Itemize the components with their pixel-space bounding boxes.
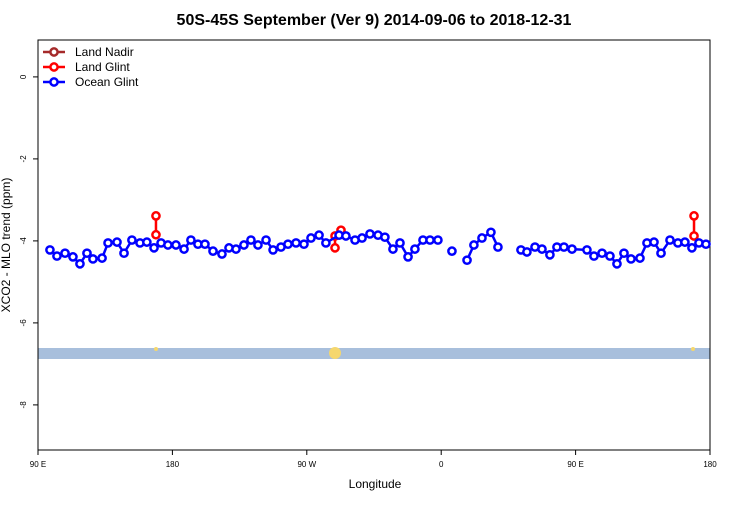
point [626,254,636,264]
legend-label: Land Nadir [75,45,134,59]
point [605,251,615,261]
point [149,243,159,253]
point [321,238,331,248]
point [597,248,607,259]
point [341,231,351,241]
point [680,237,690,247]
y-tick-label: 0 [19,74,28,79]
point [403,252,413,262]
point [52,251,62,261]
point [665,235,675,245]
point [68,252,78,262]
point [97,253,107,263]
legend-label: Ocean Glint [75,75,139,89]
point [462,255,472,266]
point [559,242,569,252]
point [299,239,309,250]
point [388,244,398,254]
point [119,248,129,259]
point [522,247,532,257]
point [619,248,629,259]
point [88,254,98,264]
point [537,244,547,254]
point [60,248,70,259]
y-tick-label: -6 [19,319,28,327]
point [171,240,181,250]
point [582,245,592,255]
point [410,244,420,254]
x-tick-label: 180 [166,460,180,469]
point [486,227,496,238]
point [239,240,249,250]
point [208,246,218,256]
point [186,235,196,245]
point [314,230,324,241]
point [45,245,55,255]
point [253,240,263,250]
legend-marker [49,77,59,87]
surface-band [38,348,710,359]
y-tick-label: -8 [19,401,28,409]
point [127,235,137,245]
band-dot [329,347,341,359]
point [246,235,256,245]
point [433,235,443,245]
legend-marker [49,47,59,57]
point [217,249,227,259]
point [151,211,161,221]
point [687,243,697,253]
point [82,248,92,259]
point [142,237,152,247]
point [589,251,599,261]
point [306,233,316,243]
point [689,211,699,221]
point [283,239,293,250]
x-tick-label: 0 [439,460,444,469]
point [469,240,479,250]
x-tick-label: 90 E [567,460,583,469]
x-tick-label: 180 [703,460,717,469]
point [447,246,457,256]
point [545,249,555,260]
legend-label: Land Glint [75,60,130,74]
point [103,238,113,248]
point [231,244,241,254]
point [200,239,210,250]
x-tick-label: 90 E [30,460,46,469]
point [701,239,711,250]
point [163,240,173,250]
point [357,233,367,243]
point [649,237,659,247]
point [365,229,375,239]
point [477,233,487,243]
point [635,253,645,263]
point [151,229,161,240]
point [493,242,503,252]
point [261,235,271,245]
band-dot [691,347,695,351]
point [395,238,405,248]
y-tick-label: -4 [19,237,28,245]
point [75,259,85,269]
point [380,232,390,243]
point [567,244,577,254]
point [689,231,699,241]
point [112,237,122,247]
point [291,238,301,248]
point [330,243,340,253]
y-tick-label: -2 [19,155,28,163]
point [425,235,435,245]
y-axis-label: XCO2 - MLO trend (ppm) [0,178,13,313]
point [179,244,189,254]
point [612,259,622,269]
x-axis-label: Longitude [349,477,402,491]
point [268,245,278,255]
chart-title: 50S-45S September (Ver 9) 2014-09-06 to … [177,12,572,29]
legend-marker [49,62,59,72]
point [656,248,666,259]
band-dot [154,347,158,351]
x-tick-label: 90 W [297,460,316,469]
